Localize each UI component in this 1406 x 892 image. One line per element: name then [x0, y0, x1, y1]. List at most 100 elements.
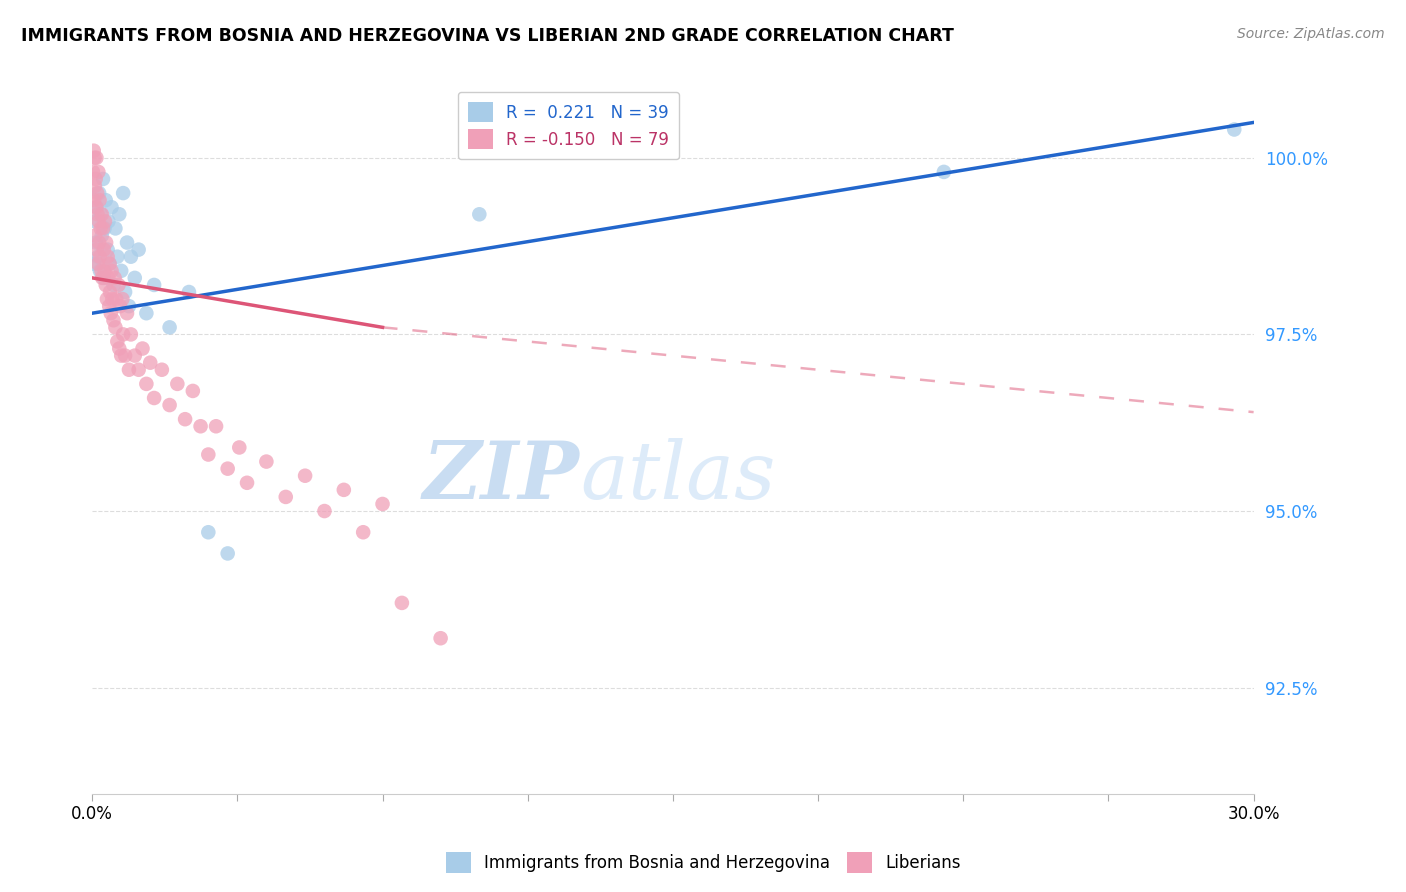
Point — [89, 250, 111, 264]
Point — [89, 186, 111, 200]
Point — [118, 363, 141, 377]
Point — [93, 264, 115, 278]
Point — [84, 235, 107, 250]
Point — [228, 441, 250, 455]
Point — [94, 277, 117, 292]
Point — [91, 172, 114, 186]
Point — [93, 243, 115, 257]
Point — [197, 448, 219, 462]
Point — [254, 454, 277, 468]
Point — [83, 193, 105, 207]
Point — [110, 264, 132, 278]
Point — [97, 214, 120, 228]
Point — [98, 257, 121, 271]
Point — [86, 243, 108, 257]
Point — [87, 214, 110, 228]
Point — [108, 207, 131, 221]
Point — [274, 490, 297, 504]
Point — [114, 349, 136, 363]
Point — [100, 264, 122, 278]
Point — [114, 285, 136, 299]
Point — [174, 412, 197, 426]
Point — [96, 292, 118, 306]
Point — [181, 384, 204, 398]
Point — [83, 144, 105, 158]
Point — [124, 349, 146, 363]
Point — [100, 306, 122, 320]
Point — [159, 398, 181, 412]
Point — [87, 257, 110, 271]
Legend: Immigrants from Bosnia and Herzegovina, Liberians: Immigrants from Bosnia and Herzegovina, … — [439, 846, 967, 880]
Point — [100, 200, 122, 214]
Point — [143, 277, 166, 292]
Point — [84, 200, 107, 214]
Point — [97, 271, 120, 285]
Point — [82, 165, 104, 179]
Point — [86, 207, 108, 221]
Legend: R =  0.221   N = 39, R = -0.150   N = 79: R = 0.221 N = 39, R = -0.150 N = 79 — [458, 92, 679, 160]
Point — [143, 391, 166, 405]
Point — [89, 235, 111, 250]
Point — [98, 257, 121, 271]
Point — [83, 151, 105, 165]
Point — [98, 299, 121, 313]
Point — [90, 207, 112, 221]
Point — [86, 200, 108, 214]
Point — [87, 250, 110, 264]
Point — [91, 271, 114, 285]
Text: ZIP: ZIP — [423, 438, 581, 516]
Point — [83, 257, 105, 271]
Point — [135, 376, 157, 391]
Point — [86, 186, 108, 200]
Point — [97, 243, 120, 257]
Point — [159, 320, 181, 334]
Point — [135, 306, 157, 320]
Point — [86, 151, 108, 165]
Point — [94, 235, 117, 250]
Point — [84, 172, 107, 186]
Point — [93, 221, 115, 235]
Point — [150, 363, 173, 377]
Point — [107, 277, 129, 292]
Point — [1223, 122, 1246, 136]
Point — [236, 475, 259, 490]
Point — [115, 235, 138, 250]
Point — [91, 221, 114, 235]
Point — [90, 207, 112, 221]
Point — [93, 271, 115, 285]
Point — [128, 363, 150, 377]
Point — [166, 376, 188, 391]
Point — [111, 292, 134, 306]
Point — [89, 264, 111, 278]
Point — [197, 525, 219, 540]
Text: atlas: atlas — [581, 438, 775, 516]
Point — [105, 250, 128, 264]
Point — [139, 356, 162, 370]
Point — [89, 193, 111, 207]
Point — [108, 299, 131, 313]
Point — [294, 468, 316, 483]
Point — [429, 632, 451, 646]
Point — [120, 250, 142, 264]
Point — [177, 285, 200, 299]
Point — [352, 525, 374, 540]
Point — [104, 320, 127, 334]
Point — [103, 277, 125, 292]
Point — [108, 342, 131, 356]
Point — [217, 546, 239, 560]
Point — [190, 419, 212, 434]
Point — [118, 299, 141, 313]
Point — [333, 483, 356, 497]
Point — [90, 228, 112, 243]
Point — [112, 186, 135, 200]
Point — [83, 179, 105, 194]
Point — [391, 596, 413, 610]
Point — [90, 221, 112, 235]
Point — [205, 419, 228, 434]
Point — [84, 228, 107, 243]
Point — [97, 250, 120, 264]
Point — [87, 165, 110, 179]
Text: Source: ZipAtlas.com: Source: ZipAtlas.com — [1237, 27, 1385, 41]
Point — [112, 327, 135, 342]
Point — [314, 504, 336, 518]
